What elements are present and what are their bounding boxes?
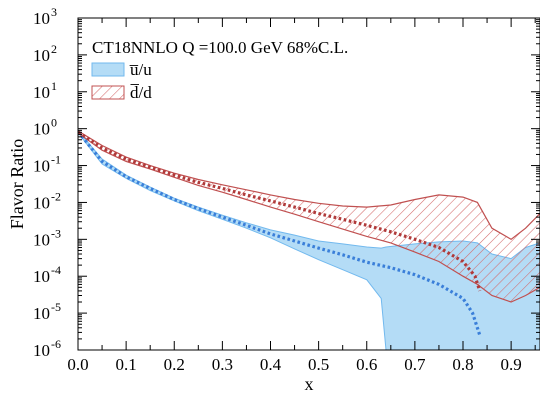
- x-tick-label: 0.7: [404, 355, 426, 374]
- y-axis-title: Flavor Ratio: [7, 139, 27, 230]
- y-tick-exponent: -2: [51, 189, 61, 203]
- legend-label-dbar-d: d̅/d: [130, 83, 152, 102]
- legend: u̅/u d̅/d: [91, 60, 152, 102]
- series-central-1: [78, 130, 482, 292]
- plot-frame: [77, 17, 540, 351]
- x-tick-label: 0.0: [67, 355, 88, 374]
- y-tick-exponent: -4: [51, 263, 61, 277]
- y-tick-exponent: 2: [51, 42, 57, 56]
- series-central-0: [78, 131, 482, 336]
- central-line-dbar-d: [78, 130, 482, 292]
- legend-label-ubar-u: u̅/u: [129, 60, 152, 79]
- legend-swatch-dbar-d: [91, 85, 125, 100]
- central-line-ubar-u: [78, 131, 482, 336]
- y-tick-exponent: -5: [51, 300, 61, 314]
- y-tick-exponent: 3: [51, 5, 57, 19]
- band-dbar-d: [78, 130, 540, 303]
- y-tick-exponent: -6: [51, 337, 61, 351]
- y-tick-label: 10: [33, 83, 50, 102]
- y-tick-exponent: 1: [51, 79, 57, 93]
- x-tick-label: 0.4: [260, 355, 282, 374]
- y-tick-label: 10: [33, 304, 50, 323]
- y-tick-label: 10: [33, 9, 50, 28]
- y-tick-label: 10: [33, 193, 50, 212]
- y-tick-label: 10: [33, 341, 50, 360]
- x-tick-label: 0.3: [212, 355, 233, 374]
- y-tick-label: 10: [33, 46, 50, 65]
- x-tick-label: 0.8: [452, 355, 473, 374]
- plot-area: [78, 129, 540, 350]
- x-tick-label: 0.5: [308, 355, 329, 374]
- band-ubar-u: [78, 129, 540, 350]
- x-tick-label: 0.1: [116, 355, 137, 374]
- axis-ticks: 0.0 0.1 0.2 0.3 0.4 0.5 0.6 0.7 0.8 0.910-610-510…: [33, 5, 540, 374]
- y-tick-label: 10: [33, 267, 50, 286]
- y-tick-exponent: -1: [51, 153, 61, 167]
- legend-swatch-ubar-u: [91, 62, 125, 77]
- y-tick-label: 10: [33, 230, 50, 249]
- x-tick-label: 0.9: [501, 355, 522, 374]
- x-axis-title: x: [305, 374, 314, 394]
- chart-title: CT18NNLO Q =100.0 GeV 68%C.L.: [92, 38, 348, 57]
- x-tick-label: 0.6: [356, 355, 377, 374]
- x-tick-label: 0.2: [164, 355, 185, 374]
- y-tick-label: 10: [33, 157, 50, 176]
- y-tick-exponent: 0: [51, 116, 57, 130]
- y-tick-exponent: -3: [51, 226, 61, 240]
- y-tick-label: 10: [33, 120, 50, 139]
